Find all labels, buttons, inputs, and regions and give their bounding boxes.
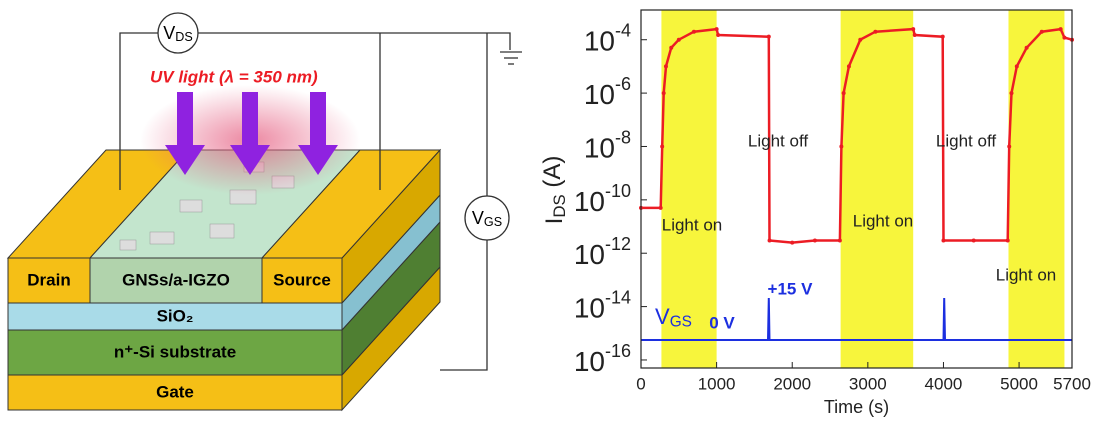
ids-point: [1025, 46, 1029, 50]
gate-label: Gate: [156, 382, 194, 401]
ids-point: [838, 238, 842, 242]
annotation: Light on: [853, 211, 914, 230]
chart: 10-16 10-14 10-12 10-10 10-8 10-6 10-4 0 1000 200…: [539, 10, 1091, 417]
y-tick-label: 10-6: [584, 74, 631, 111]
ids-point: [677, 38, 681, 42]
ids-point: [662, 91, 666, 95]
ids-point: [873, 30, 877, 34]
y-tick-label: 10-14: [574, 287, 631, 324]
ids-point: [716, 33, 720, 37]
ids-point: [1015, 64, 1019, 68]
drain-label: Drain: [27, 270, 70, 289]
ids-point: [768, 238, 772, 242]
ids-point: [1006, 238, 1010, 242]
ids-point: [715, 27, 719, 31]
annotation: Light on: [996, 265, 1057, 284]
ids-point: [660, 144, 664, 148]
y-tick-label: 10-12: [574, 234, 631, 271]
ids-point: [911, 27, 915, 31]
sio2-label: SiO₂: [157, 306, 194, 325]
ids-point: [813, 238, 817, 242]
ids-point: [941, 238, 945, 242]
ids-point: [839, 144, 843, 148]
vgs-label: 0 V: [709, 313, 735, 332]
uv-label: UV light (λ = 350 nm): [150, 67, 318, 86]
ids-point: [913, 33, 917, 37]
y-axis-label: IDS (A): [539, 156, 569, 225]
ids-point: [941, 35, 945, 39]
ids-point: [1040, 30, 1044, 34]
x-tick-label: 2000: [773, 374, 811, 393]
ids-point: [1059, 27, 1063, 31]
ids-point: [972, 238, 976, 242]
y-tick-label: 10-16: [574, 341, 631, 378]
ids-point: [847, 64, 851, 68]
source-label: Source: [273, 270, 331, 289]
x-tick-label: 4000: [925, 374, 963, 393]
x-tick-label: 0: [636, 374, 645, 393]
ids-point: [1007, 144, 1011, 148]
ids-point: [659, 206, 663, 210]
annotation: Light off: [748, 131, 808, 150]
x-tick-label: 5000: [1000, 374, 1038, 393]
ids-point: [692, 30, 696, 34]
vgs-label: +15 V: [768, 279, 814, 298]
x-axis-label: Time (s): [824, 397, 889, 417]
annotation: Light on: [662, 215, 723, 234]
figure: VDS VGS UV light (λ = 350 nm) Drain GNSs…: [0, 0, 1102, 423]
ids-point: [858, 38, 862, 42]
ids-point: [1062, 36, 1066, 40]
ids-point: [790, 241, 794, 245]
y-tick-label: 10-4: [584, 20, 631, 57]
substrate-label: n⁺-Si substrate: [114, 342, 236, 361]
ids-point: [767, 35, 771, 39]
ids-point: [664, 64, 668, 68]
annotation: Light off: [936, 131, 996, 150]
light-on-band: [841, 10, 914, 368]
y-tick-label: 10-8: [584, 127, 631, 164]
x-tick-label: 3000: [849, 374, 887, 393]
x-tick-label: 1000: [698, 374, 736, 393]
ids-point: [1010, 91, 1014, 95]
ids-point: [669, 46, 673, 50]
y-tick-label: 10-10: [574, 181, 631, 218]
x-tick-label: 5700: [1053, 374, 1091, 393]
channel-label: GNSs/a-IGZO: [122, 270, 230, 289]
ids-point: [842, 91, 846, 95]
